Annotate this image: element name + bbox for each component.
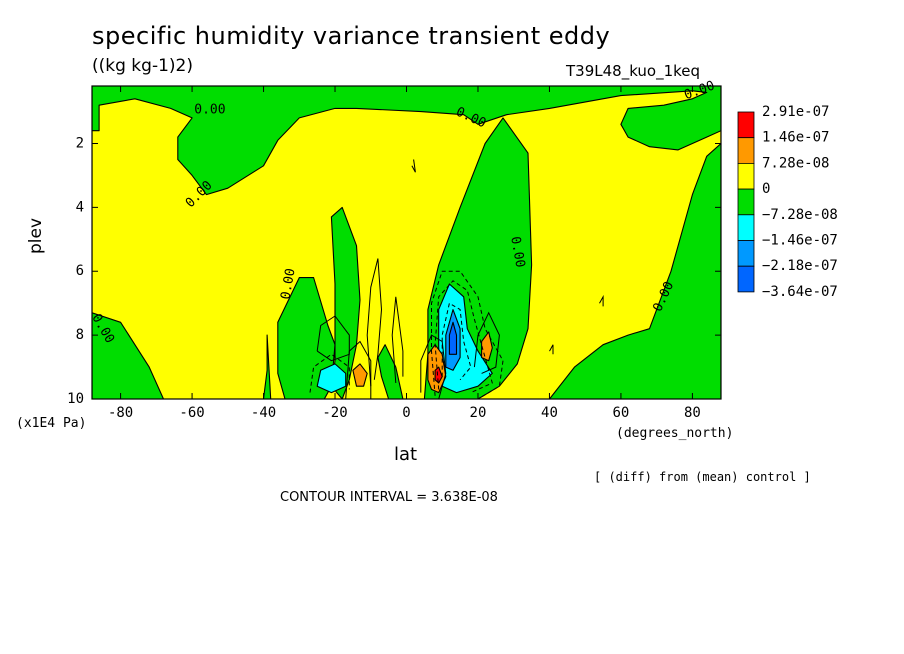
y-tick-label-1: 4 <box>76 199 84 215</box>
y-axis-ticks: 2 4 6 8 10 <box>67 135 721 407</box>
x-tick-label-1: -60 <box>179 405 204 421</box>
legend-label-6: −2.18e-07 <box>762 258 838 274</box>
contour-label-6: 0.00 <box>507 235 527 268</box>
y-tick-label-3: 8 <box>76 327 84 343</box>
x-tick-label-5: 20 <box>470 405 487 421</box>
contour-label-5: 0.00 <box>278 267 298 300</box>
y-tick-label-2: 6 <box>76 263 84 279</box>
contour-line-3 <box>391 296 404 384</box>
legend-swatch-5 <box>737 240 755 267</box>
contour-line-7 <box>599 294 604 307</box>
contour-region-6 <box>92 312 165 399</box>
contour-line-1 <box>345 340 372 399</box>
contour-line-5 <box>473 311 500 374</box>
contour-region-8 <box>377 344 404 399</box>
contour-line-10 <box>434 280 493 394</box>
legend-label-3: 0 <box>762 181 770 197</box>
contour-region-3 <box>277 277 336 399</box>
x-axis-ticks: -80 -60 -40 -20 0 20 40 60 80 <box>108 86 701 421</box>
contour-line-11 <box>441 302 472 381</box>
x-axis-unit: (degrees_north) <box>616 426 734 441</box>
x-tick-label-0: -80 <box>108 405 133 421</box>
contour-region-7 <box>262 334 272 399</box>
contour-region-14 <box>434 366 443 384</box>
contour-region-1 <box>92 86 721 196</box>
y-tick-label-0: 2 <box>76 135 84 151</box>
contour-region-10 <box>316 363 347 394</box>
x-axis-label: lat <box>394 444 418 465</box>
legend-label-0: 2.91e-07 <box>762 104 829 120</box>
legend-label-7: −3.64e-07 <box>762 284 838 300</box>
contour-label-0: 0.00 <box>194 102 225 117</box>
legend-label-2: 7.28e-08 <box>762 155 829 171</box>
color-legend: 2.91e-07 1.46e-07 7.28e-08 0 −7.28e-08 −1.46e… <box>737 104 838 300</box>
run-name: T39L48_kuo_1keq <box>566 62 701 80</box>
contour-line-12 <box>309 353 350 393</box>
x-tick-label-8: 80 <box>684 405 701 421</box>
legend-label-5: −1.46e-07 <box>762 233 838 249</box>
filled-contours <box>92 86 721 399</box>
legend-label-1: 1.46e-07 <box>762 130 829 146</box>
legend-swatch-3 <box>737 188 755 216</box>
legend-swatch-2 <box>737 162 755 190</box>
chart-units: ((kg kg-1)2) <box>92 56 193 76</box>
x-tick-label-2: -40 <box>251 405 276 421</box>
legend-swatch-1 <box>737 137 755 164</box>
x-tick-label-3: -20 <box>322 405 347 421</box>
x-tick-label-4: 0 <box>402 405 410 421</box>
contour-line-6 <box>411 159 416 173</box>
legend-swatch-6 <box>737 265 755 293</box>
contour-region-12 <box>448 321 458 355</box>
y-axis-unit: (x1E4 Pa) <box>16 416 87 431</box>
x-tick-label-6: 40 <box>541 405 558 421</box>
y-tick-label-4: 10 <box>67 391 84 407</box>
contour-line-4 <box>420 334 447 399</box>
contour-region-5 <box>548 142 721 399</box>
x-tick-label-7: 60 <box>613 405 630 421</box>
legend-swatch-4 <box>737 214 755 241</box>
contour-line-0 <box>316 315 350 362</box>
contour-region-16 <box>352 363 368 387</box>
contour-line-8 <box>549 344 554 355</box>
contour-lines <box>309 159 604 399</box>
legend-swatch-0 <box>737 111 755 139</box>
legend-label-4: −7.28e-08 <box>762 207 838 223</box>
chart-title: specific humidity variance transient edd… <box>92 22 611 50</box>
contour-line-2 <box>366 258 383 387</box>
diff-note: [ (diff) from (mean) control ] <box>594 470 811 484</box>
contour-interval: CONTOUR INTERVAL = 3.638E-08 <box>280 490 498 505</box>
